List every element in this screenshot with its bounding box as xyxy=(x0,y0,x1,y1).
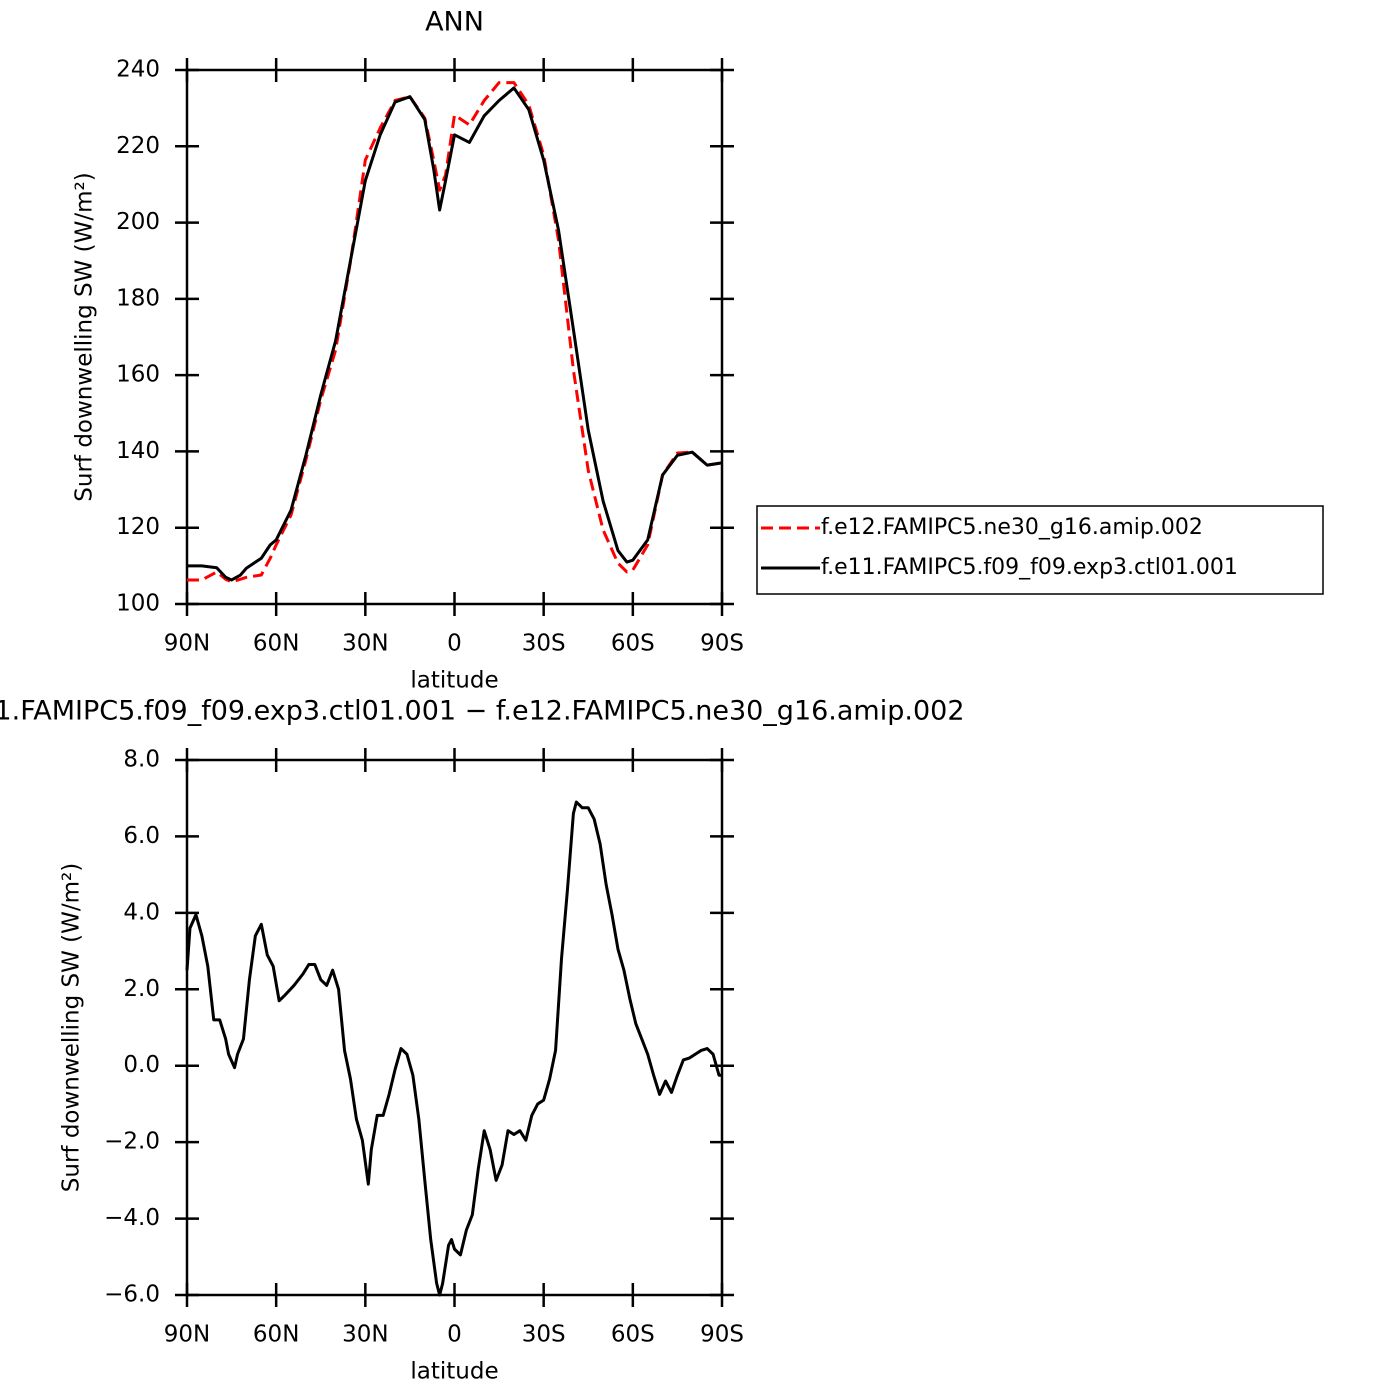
y-tick-label: 220 xyxy=(116,133,160,159)
legend-label: f.e11.FAMIPC5.f09_f09.exp3.ctl01.001 xyxy=(821,555,1238,580)
legend-label: f.e12.FAMIPC5.ne30_g16.amip.002 xyxy=(821,515,1203,540)
plot-frame xyxy=(185,68,724,606)
x-tick-label: 0 xyxy=(447,1322,462,1348)
y-tick-label: 4.0 xyxy=(123,899,160,925)
data-line xyxy=(187,81,723,584)
y-tick-label: 100 xyxy=(116,591,160,617)
y-tick-label: 160 xyxy=(116,362,160,388)
plot-frame xyxy=(185,758,724,1297)
x-tick-label: 30S xyxy=(522,1322,566,1348)
y-tick-label: 200 xyxy=(116,209,160,235)
y-tick-label: −4.0 xyxy=(104,1205,160,1231)
data-line xyxy=(187,86,723,582)
chart-title: ANN xyxy=(425,7,484,38)
y-axis-label: Surf downwelling SW (W/m²) xyxy=(72,172,98,501)
x-tick-label: 60S xyxy=(611,1322,655,1348)
x-tick-label: 0 xyxy=(447,631,462,657)
y-tick-label: 180 xyxy=(116,285,160,311)
y-axis-label: Surf downwelling SW (W/m²) xyxy=(59,863,85,1192)
y-tick-label: 240 xyxy=(116,57,160,83)
y-tick-label: 120 xyxy=(116,514,160,540)
y-tick-label: −6.0 xyxy=(104,1282,160,1308)
x-tick-label: 60S xyxy=(611,631,655,657)
x-tick-label: 60N xyxy=(253,1322,299,1348)
x-tick-label: 90S xyxy=(700,631,744,657)
y-tick-label: 2.0 xyxy=(123,976,160,1002)
y-tick-label: 6.0 xyxy=(123,823,160,849)
y-tick-label: 0.0 xyxy=(123,1052,160,1078)
y-tick-label: −2.0 xyxy=(104,1129,160,1155)
x-axis-label: latitude xyxy=(410,668,498,694)
legend-box xyxy=(756,505,1324,595)
y-tick-label: 8.0 xyxy=(123,747,160,773)
x-tick-label: 30N xyxy=(342,631,388,657)
x-tick-label: 90S xyxy=(700,1322,744,1348)
chart-title: f.e11.FAMIPC5.f09_f09.exp3.ctl01.001 − f… xyxy=(0,696,964,727)
x-tick-label: 60N xyxy=(253,631,299,657)
data-line xyxy=(185,800,722,1297)
x-tick-label: 30N xyxy=(342,1322,388,1348)
x-axis-label: latitude xyxy=(410,1359,498,1385)
x-tick-label: 90N xyxy=(164,1322,210,1348)
y-tick-label: 140 xyxy=(116,438,160,464)
x-tick-label: 30S xyxy=(522,631,566,657)
x-tick-label: 90N xyxy=(164,631,210,657)
